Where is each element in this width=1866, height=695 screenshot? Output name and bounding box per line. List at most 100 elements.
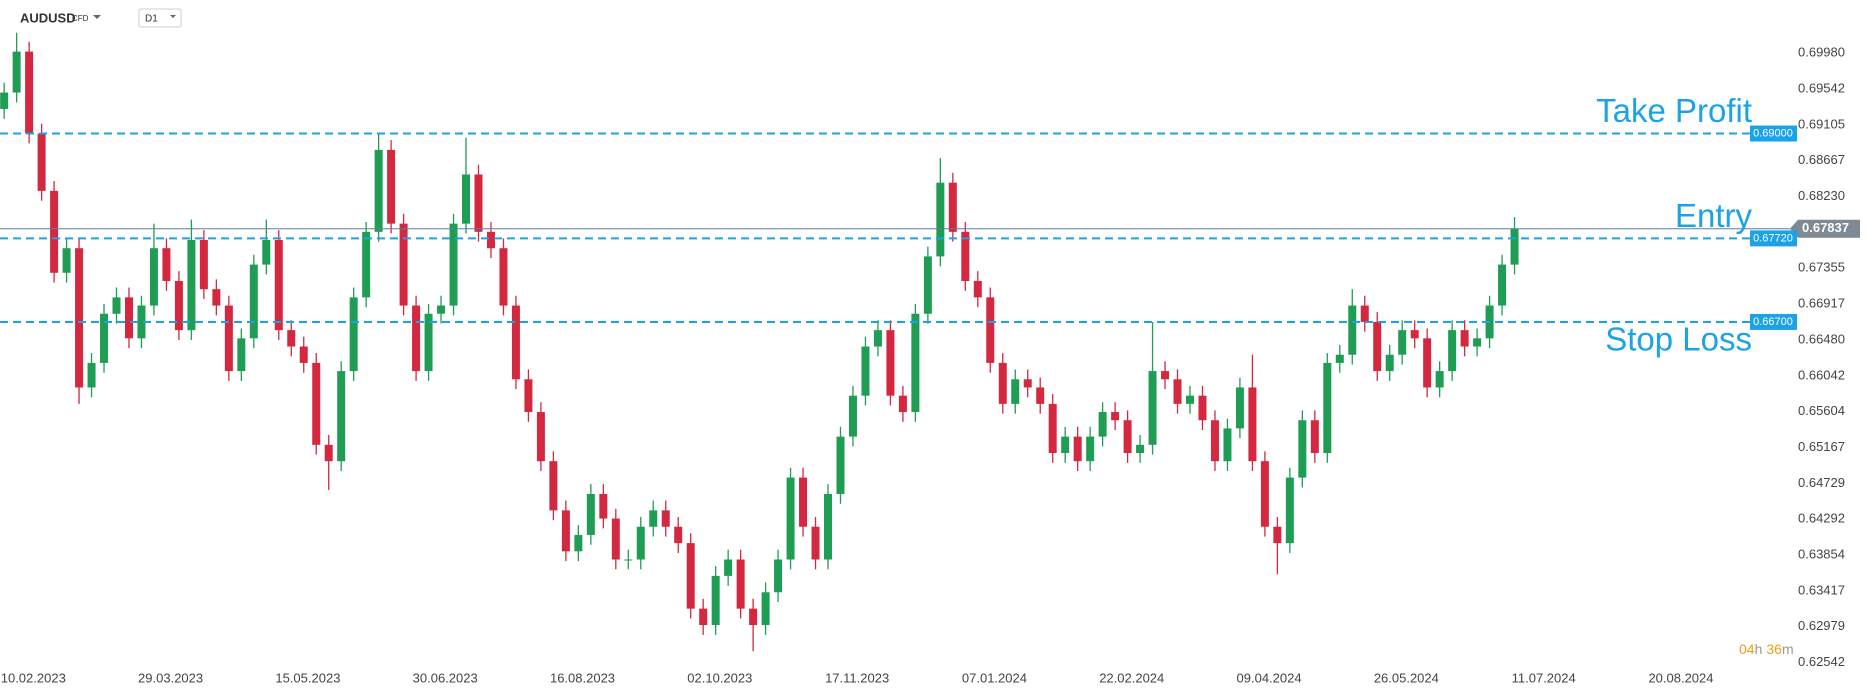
candle-body	[1111, 412, 1120, 421]
candle-body	[174, 280, 183, 331]
candle-body	[274, 240, 283, 331]
candle-body	[1448, 330, 1457, 372]
x-tick-label: 30.06.2023	[413, 670, 478, 685]
candle-body	[212, 289, 221, 306]
candle-body	[249, 264, 258, 339]
last-price-tag: 0.67837	[1802, 220, 1849, 235]
x-tick-label: 26.05.2024	[1374, 670, 1439, 685]
y-tick-label: 0.68667	[1798, 152, 1845, 167]
candle-body	[1273, 526, 1282, 544]
y-tick-label: 0.66480	[1798, 331, 1845, 346]
candle-body	[936, 182, 945, 257]
y-tick-label: 0.67355	[1798, 260, 1845, 275]
candle-body	[799, 477, 808, 527]
candle-body	[1098, 412, 1107, 437]
y-tick-label: 0.69105	[1798, 116, 1845, 131]
candle-body	[162, 248, 171, 281]
candle-body	[449, 223, 458, 306]
y-tick-label: 0.68230	[1798, 188, 1845, 203]
candle-body	[1161, 371, 1170, 380]
candle-body	[898, 395, 907, 413]
y-tick-label: 0.65167	[1798, 439, 1845, 454]
candle-body	[224, 305, 233, 372]
candle-body	[1423, 338, 1432, 388]
level-tag-bg	[1750, 125, 1797, 142]
candle-body	[674, 526, 683, 544]
candle-body	[661, 510, 670, 527]
candle-body	[1148, 371, 1157, 445]
candle-body	[462, 174, 471, 224]
candle-body	[861, 346, 870, 396]
instrument-type: CFD	[72, 14, 89, 23]
candle-body	[911, 313, 920, 413]
candle-body	[711, 575, 720, 626]
candle-body	[986, 297, 995, 363]
candle-body	[736, 559, 745, 609]
y-tick-label: 0.64292	[1798, 511, 1845, 526]
candle-body	[1023, 379, 1032, 388]
x-tick-label: 17.11.2023	[825, 670, 889, 685]
candle-body	[387, 149, 396, 224]
candle-body	[1260, 461, 1269, 527]
candle-body	[923, 256, 932, 314]
candle-body	[1086, 436, 1095, 462]
candle-body	[1298, 420, 1307, 478]
candle-body	[749, 608, 758, 626]
candle-body	[724, 559, 733, 576]
timeframe-select[interactable]	[138, 8, 182, 28]
candle-body	[1048, 403, 1057, 454]
candle-body	[1348, 305, 1357, 355]
countdown-hours-unit: h	[1755, 641, 1763, 657]
candle-body	[1373, 321, 1382, 372]
candle-body	[1235, 387, 1244, 429]
level-name: Take Profit	[1596, 92, 1752, 129]
candle-body	[636, 526, 645, 560]
candle-body	[973, 280, 982, 298]
candle-body	[25, 51, 34, 134]
candle-body	[848, 395, 857, 437]
candle-body	[437, 305, 446, 314]
candle-body	[786, 477, 795, 560]
y-tick-label: 0.65604	[1798, 403, 1845, 418]
candle-body	[886, 330, 895, 396]
candle-body	[961, 231, 970, 281]
timeframe: D1	[145, 14, 158, 25]
y-tick-label: 0.69542	[1798, 81, 1845, 96]
candle-body	[1435, 371, 1444, 388]
countdown-hours: 04	[1739, 641, 1755, 657]
candle-body	[1186, 395, 1194, 404]
level-tag: 0.66700	[1753, 316, 1793, 328]
candle-body	[187, 240, 196, 331]
timeframe-arrow	[170, 15, 176, 18]
y-tick-label: 0.62979	[1798, 618, 1845, 633]
candle-body	[337, 371, 346, 462]
level-name: Entry	[1675, 197, 1753, 234]
candle-body	[536, 412, 545, 462]
candle-body	[50, 190, 59, 273]
candle-body	[237, 338, 246, 372]
candle-body	[1036, 387, 1045, 404]
y-tick-label: 0.66042	[1798, 367, 1845, 382]
candle-body	[699, 608, 708, 626]
candle-body	[486, 231, 495, 249]
candle-body	[1136, 444, 1145, 454]
x-tick-label: 09.04.2024	[1237, 670, 1302, 685]
candle-body	[349, 297, 358, 372]
candle-body	[1410, 330, 1419, 339]
y-tick-label: 0.62542	[1798, 654, 1845, 669]
candle-body	[1173, 379, 1182, 404]
plot-area	[0, 32, 1519, 652]
candle-body	[149, 248, 158, 306]
symbol-dropdown[interactable]	[93, 15, 101, 19]
x-tick-label: 20.08.2024	[1648, 670, 1713, 685]
candle-body	[1460, 330, 1469, 347]
candle-body	[1510, 228, 1519, 265]
candle-body	[324, 444, 333, 462]
x-tick-label: 22.02.2024	[1099, 670, 1164, 685]
candle-body	[312, 362, 321, 445]
candle-body	[1248, 387, 1257, 462]
candle-body	[262, 240, 271, 265]
candle-body	[62, 248, 71, 273]
